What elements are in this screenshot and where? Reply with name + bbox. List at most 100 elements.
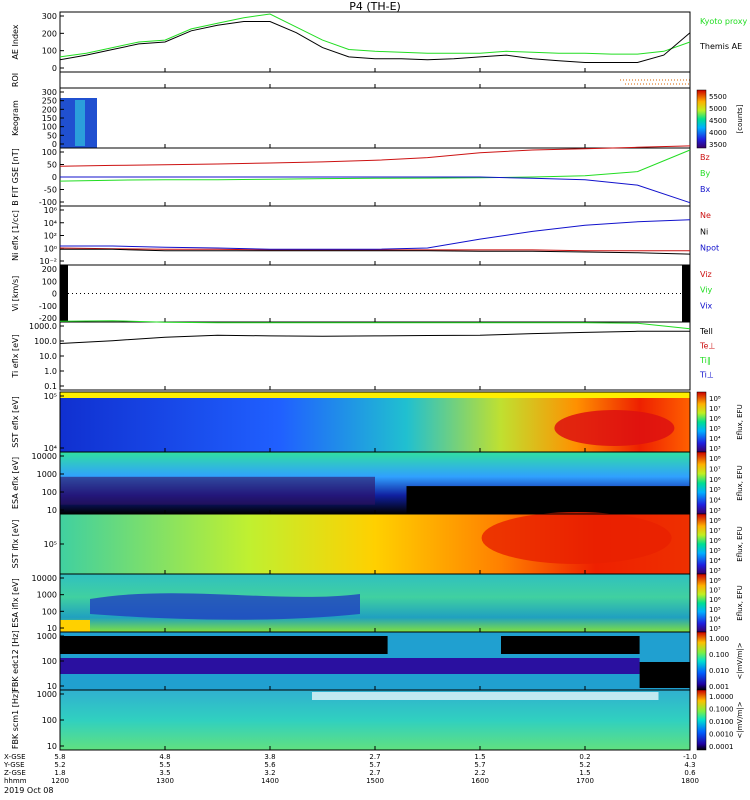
- colorbar-label: 10⁴: [709, 497, 721, 505]
- legend-entry: Ne: [700, 211, 711, 220]
- colorbar-label: 10³: [709, 445, 721, 453]
- panel-ytick: -100: [39, 302, 57, 311]
- xaxis-row-label: Y-GSE: [3, 761, 25, 769]
- panel-ylabel: AE Index: [11, 24, 20, 59]
- panel-ytick: 0: [52, 173, 57, 182]
- xaxis-value: 2.7: [369, 769, 380, 777]
- colorbar-label: 1.0000: [709, 693, 734, 701]
- colorbar-label: 10³: [709, 625, 721, 633]
- panel-ylabel: ESA eflx [eV]: [11, 457, 20, 509]
- panel-ti: Ti eflx [eV] 1000.0 100.0 10.0 1.0 0.1 Tell Te⊥…: [11, 321, 715, 391]
- xaxis-value: 1.5: [579, 769, 590, 777]
- panel-roi: ROI: [11, 71, 691, 89]
- series-line-tell: [59, 330, 690, 344]
- panel-ylabel: B FIT GSE [nT]: [11, 148, 20, 206]
- fbk-e-black-end: [639, 662, 690, 688]
- esa-electron-dark-region: [406, 486, 690, 514]
- colorbar-label: 1.000: [709, 635, 729, 643]
- esa-ion-lowenergy-patch: [60, 620, 90, 632]
- panel-ytick: 0.1: [44, 382, 57, 391]
- xaxis-value: -1.0: [683, 753, 697, 761]
- colorbar-label: 10⁸: [709, 395, 721, 403]
- fbk-b-top-band: [312, 692, 659, 700]
- panel-ylabel: SST iflx [eV]: [11, 520, 20, 569]
- legend-entry: Ni: [700, 227, 708, 236]
- panel-ytick: 150: [42, 114, 57, 123]
- colorbar-label: 10⁷: [709, 405, 721, 413]
- colorbar-label: 10³: [709, 507, 721, 515]
- series-line-themis-ae: [59, 21, 691, 63]
- colorbar-label: 0.0001: [709, 743, 734, 751]
- colorbar-gradient: [696, 631, 707, 691]
- xaxis-value: 1700: [576, 777, 594, 785]
- colorbar-fbk_e: 1.000 0.100 0.010 0.001 <|mV/m|>: [696, 631, 744, 691]
- legend-entry: Kyoto proxy AE: [700, 17, 750, 26]
- colorbar-label: 10⁶: [709, 596, 721, 604]
- series-group-ti: [59, 320, 691, 344]
- vi-right-edge: [682, 265, 690, 322]
- colorbar-label: 10⁵: [709, 547, 721, 555]
- panel-ytick: 100: [42, 716, 57, 725]
- colorbar-sst_i: 10⁸ 10⁷ 10⁶ 10⁵ 10⁴ 10³ Eflux, EFU: [696, 513, 744, 575]
- xaxis-value: 4.8: [159, 753, 170, 761]
- colorbar-label: 10⁴: [709, 615, 721, 623]
- colorbar-label: 0.001: [709, 683, 729, 691]
- xaxis-value: 1300: [156, 777, 174, 785]
- fbk-e-purple-band: [60, 658, 640, 674]
- xaxis-value: 1.5: [474, 753, 485, 761]
- colorbar-label: 10⁷: [709, 527, 721, 535]
- xaxis-value: 1400: [261, 777, 279, 785]
- panel-ytick: 10⁴: [44, 219, 57, 228]
- colorbar-unit: Eflux, EFU: [736, 465, 744, 500]
- panel-ytick: 10: [47, 682, 57, 691]
- esa-electron-purple-band: [60, 476, 375, 505]
- series-line-by: [59, 149, 691, 182]
- colorbar-unit: Eflux, EFU: [736, 526, 744, 561]
- colorbar-gradient: [696, 573, 707, 633]
- panel-ytick: 100: [42, 123, 57, 132]
- colorbar-label: 5000: [709, 105, 727, 113]
- panel-ytick: 100: [42, 47, 57, 56]
- panel-ytick: 10²: [44, 232, 57, 241]
- panel-ylabel: ESA iflx [eV]: [11, 578, 20, 627]
- xaxis-row-label: hhmm: [4, 777, 27, 785]
- sst-electron-hotspot: [554, 410, 675, 446]
- colorbar-label: 3500: [709, 141, 727, 149]
- colorbar-gradient: [696, 391, 707, 453]
- panel-ytick: 10: [47, 624, 57, 633]
- xaxis-value: 3.2: [264, 769, 275, 777]
- panel-ytick: 1000: [37, 632, 57, 641]
- plot-title: P4 (TH-E): [349, 0, 401, 13]
- panel-ytick: 0: [52, 64, 57, 73]
- colorbar-label: 10⁸: [709, 455, 721, 463]
- series-group-bfit: [59, 145, 691, 204]
- colorbar-unit: <|mV/m|>: [736, 642, 744, 679]
- colorbar-label: 4000: [709, 129, 727, 137]
- colorbar-unit: <|mV/m|>: [736, 701, 744, 738]
- xaxis-value: 1800: [681, 777, 699, 785]
- xaxis-value: 3.8: [264, 753, 275, 761]
- colorbar-label: 10⁴: [709, 435, 721, 443]
- xaxis-value: 3.5: [159, 769, 170, 777]
- panel-ytick: 300: [42, 88, 57, 97]
- panel-ylabel: SST eflx [eV]: [11, 396, 20, 447]
- panel-ytick: 100: [42, 148, 57, 157]
- panel-ytick: 100: [42, 277, 57, 286]
- panel-ytick: 200: [42, 265, 57, 274]
- xaxis-value: 5.2: [579, 761, 590, 769]
- colorbar-keo: 5500 5000 4500 4000 3500 [counts]: [696, 89, 744, 149]
- panel-ytick: 1000: [37, 470, 57, 479]
- colorbar-label: 10⁵: [709, 486, 721, 494]
- panel-ytick: 0: [52, 290, 57, 299]
- series-line-npot: [60, 219, 691, 250]
- panel-ytick: -50: [44, 186, 57, 195]
- legend-entry: Vix: [700, 301, 713, 310]
- panel-ytick: 10000: [32, 574, 57, 583]
- legend-entry: By: [700, 169, 710, 178]
- panel-ytick: 10⁴: [44, 444, 57, 453]
- panel-ytick: 100: [42, 607, 57, 616]
- colorbar-unit: [counts]: [736, 104, 744, 133]
- panel-sst_i: SST iflx [eV] 10⁵: [11, 512, 691, 575]
